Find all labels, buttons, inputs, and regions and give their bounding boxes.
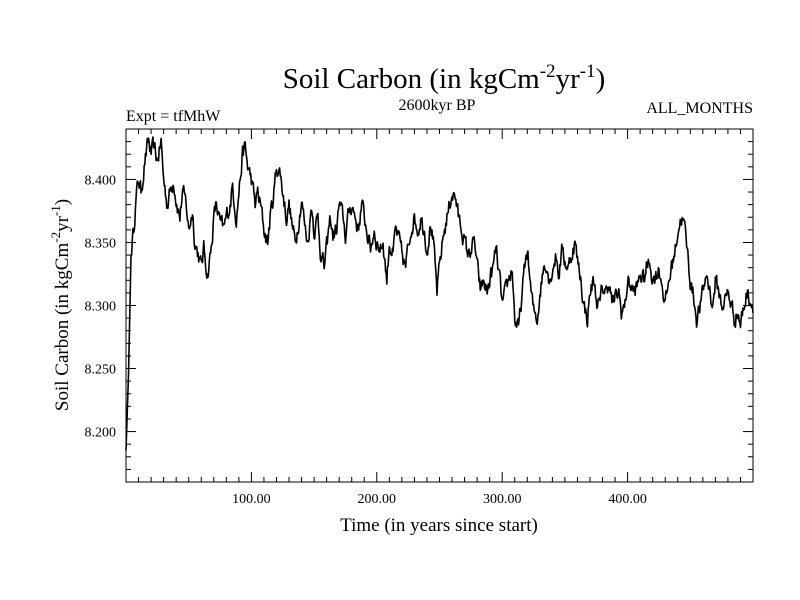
y-tick-label: 8.200 bbox=[85, 426, 117, 441]
x-axis: 100.00 200.00 300.00 400.00 bbox=[138, 129, 741, 507]
y-axis: 8.200 8.250 8.300 8.350 8.400 bbox=[85, 128, 753, 470]
x-tick-label: 100.00 bbox=[232, 492, 271, 507]
plot-frame bbox=[125, 128, 754, 483]
x-tick-label: 400.00 bbox=[608, 492, 647, 507]
x-tick-label: 200.00 bbox=[358, 492, 397, 507]
chart-title: Soil Carbon (in kgCm-2yr-1) bbox=[283, 61, 605, 95]
x-axis-label: Time (in years since start) bbox=[340, 515, 538, 536]
soil-carbon-series-line bbox=[125, 136, 754, 451]
x-tick-label: 300.00 bbox=[483, 492, 522, 507]
y-tick-label: 8.400 bbox=[85, 173, 117, 188]
experiment-label: Expt = tfMhW bbox=[126, 108, 221, 125]
period-label: 2600kyr BP bbox=[399, 97, 476, 114]
y-tick-label: 8.250 bbox=[85, 363, 117, 378]
y-axis-label: Soil Carbon (in kgCm-2yr-1) bbox=[48, 199, 73, 411]
y-tick-label: 8.350 bbox=[85, 236, 117, 251]
months-label: ALL_MONTHS bbox=[646, 100, 753, 117]
y-tick-label: 8.300 bbox=[85, 300, 117, 315]
